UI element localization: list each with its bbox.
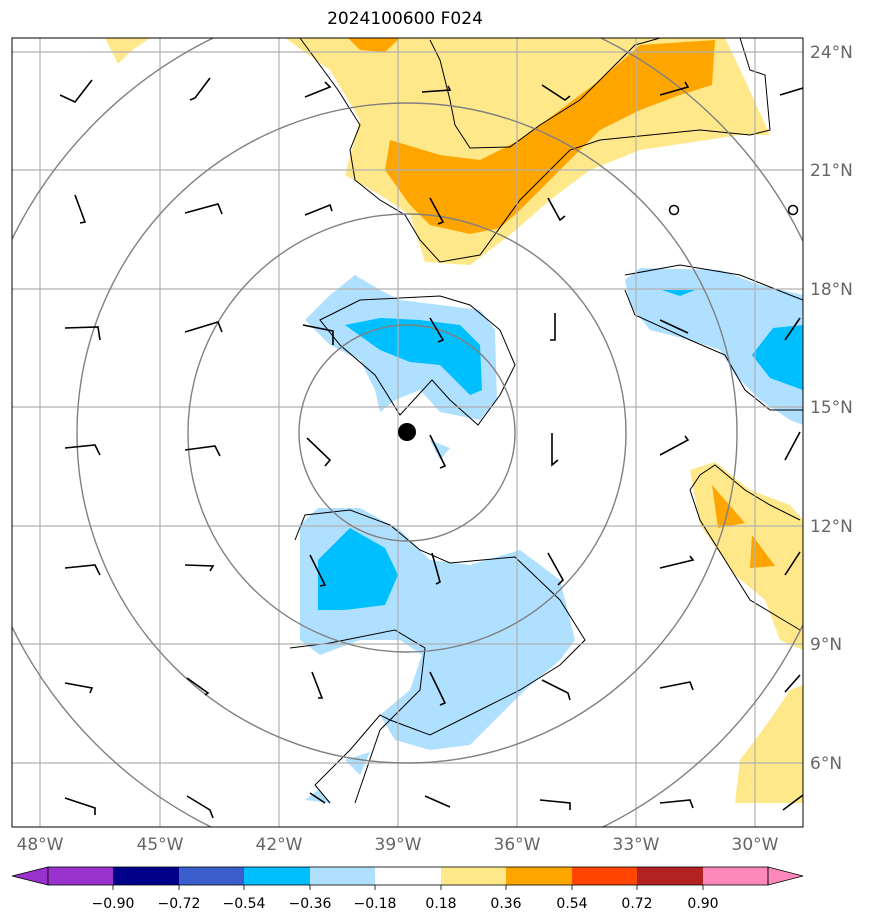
lat-label: 9°N	[810, 635, 842, 655]
lon-label: 45°W	[137, 835, 184, 855]
colorbar-tick-label: −0.54	[223, 896, 266, 912]
colorbar-tick-label: −0.72	[158, 896, 201, 912]
shaded-field	[105, 38, 803, 803]
lon-label: 48°W	[17, 835, 64, 855]
colorbar-segment	[113, 867, 179, 885]
colorbar-segment	[637, 867, 703, 885]
colorbar-tick-label: 0.36	[490, 896, 521, 912]
lat-label: 12°N	[810, 517, 853, 537]
lat-label: 15°N	[810, 398, 853, 418]
range-ring-2	[187, 213, 627, 653]
range-ring-1	[298, 324, 516, 542]
lat-label: 21°N	[810, 161, 853, 181]
colorbar-tick-label: −0.18	[354, 896, 397, 912]
lat-label: 24°N	[810, 43, 853, 63]
longitude-labels: 48°W 45°W 42°W 39°W 36°W 33°W 30°W	[17, 835, 779, 855]
colorbar-high-extension	[767, 866, 804, 886]
colorbar-segment	[48, 867, 113, 885]
storm-center-marker	[398, 423, 416, 441]
colorbar-tick-label: 0.90	[687, 896, 718, 912]
colorbar-segment	[179, 867, 244, 885]
map-frame	[11, 37, 804, 828]
colorbar-segment	[703, 867, 768, 885]
colorbar-segment	[506, 867, 572, 885]
colorbar-tick-label: −0.90	[92, 896, 135, 912]
colorbar-tick-label: −0.36	[289, 896, 332, 912]
lon-label: 42°W	[256, 835, 303, 855]
colorbar-segment	[375, 867, 441, 885]
colorbar-frame	[47, 866, 769, 886]
contour-lines	[289, 38, 803, 804]
colorbar-tick-label: 0.72	[621, 896, 652, 912]
colorbar-segment	[441, 867, 506, 885]
strong-negative-region-center	[345, 318, 482, 395]
colorbar-segment	[310, 867, 375, 885]
calm-wind-marker-1	[668, 204, 680, 216]
range-ring-3	[76, 102, 738, 764]
lon-label: 30°W	[732, 835, 779, 855]
calm-wind-marker-2	[787, 204, 799, 216]
strong-negative-region-south	[318, 528, 398, 610]
lat-label: 18°N	[810, 280, 853, 300]
colorbar: −0.90 −0.72 −0.54 −0.36 −0.18 0.18 0.36 …	[11, 866, 804, 912]
colorbar-segment	[572, 867, 637, 885]
strong-positive-region-north	[348, 38, 715, 234]
colorbar-segment	[244, 867, 310, 885]
strong-negative-region-east-small	[662, 290, 695, 296]
strong-positive-region-east-2	[750, 535, 775, 568]
lat-label: 6°N	[810, 754, 842, 774]
colorbar-tick-label: 0.18	[425, 896, 456, 912]
lon-label: 39°W	[375, 835, 422, 855]
map-gridlines	[12, 38, 803, 827]
colorbar-tick-label: 0.54	[556, 896, 587, 912]
wind-barbs	[59, 77, 803, 819]
negative-region-east	[625, 268, 803, 425]
latitude-labels: 24°N 21°N 18°N 15°N 12°N 9°N 6°N	[810, 43, 853, 774]
range-rings	[12, 38, 803, 827]
map-title: 2024100600 F024	[327, 9, 483, 29]
lon-label: 36°W	[494, 835, 541, 855]
strong-negative-region-east	[752, 325, 803, 390]
positive-region-southeast	[735, 685, 803, 803]
negative-region-southwest-small	[305, 752, 370, 803]
lon-label: 33°W	[613, 835, 660, 855]
colorbar-low-extension	[11, 866, 49, 886]
